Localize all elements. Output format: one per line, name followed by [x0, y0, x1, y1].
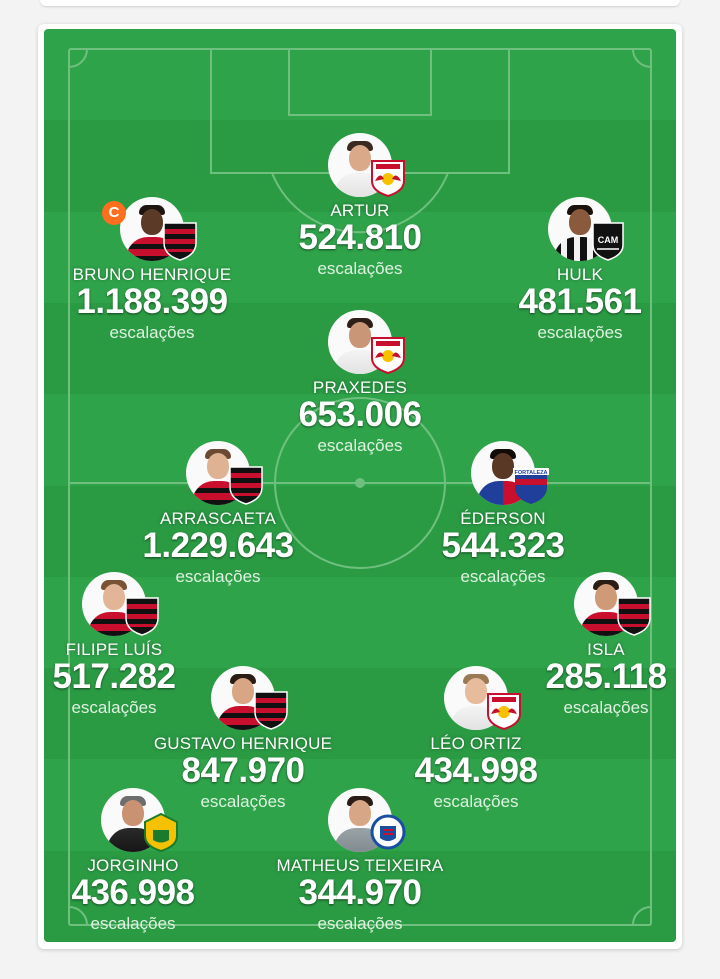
- player-name: MATHEUS TEIXEIRA: [276, 856, 444, 875]
- svg-text:CAM: CAM: [598, 235, 619, 245]
- player-name: LÉO ORTIZ: [430, 734, 522, 753]
- selection-label: escalações: [537, 323, 623, 342]
- selection-count: 344.970: [298, 873, 422, 912]
- selection-count: 517.282: [52, 657, 176, 696]
- player-name: ARTUR: [330, 201, 390, 220]
- selection-count: 524.810: [298, 218, 422, 257]
- pitch-stripe: [44, 668, 676, 760]
- selection-label: escalações: [109, 323, 195, 342]
- previous-card-edge: [40, 0, 680, 6]
- player-name: BRUNO HENRIQUE: [72, 265, 232, 284]
- player-name: HULK: [556, 265, 604, 284]
- flamengo-badge-icon: [162, 221, 198, 261]
- atletico-mineiro-badge-icon: CAM: [590, 221, 626, 261]
- pitch-stripe: [44, 485, 676, 577]
- player-name: JORGINHO: [87, 856, 179, 875]
- svg-text:FORTALEZA: FORTALEZA: [515, 470, 548, 476]
- red-bull-bragantino-badge-icon: [370, 157, 406, 198]
- selection-label: escalações: [460, 567, 546, 586]
- selection-label: escalações: [433, 792, 519, 811]
- fortaleza-badge-icon: FORTALEZA: [513, 465, 549, 505]
- captain-badge: C: [102, 201, 126, 225]
- flamengo-badge-icon: [253, 690, 289, 730]
- selection-label: escalações: [317, 259, 403, 278]
- selection-count: 1.188.399: [76, 282, 228, 321]
- flamengo-badge-icon: [124, 596, 160, 636]
- player-name: ISLA: [587, 640, 625, 659]
- selection-count: 481.561: [518, 282, 642, 321]
- selection-label: escalações: [317, 914, 403, 933]
- red-bull-bragantino-badge-icon: [486, 690, 522, 731]
- selection-label: escalações: [563, 698, 649, 717]
- selection-label: escalações: [317, 436, 403, 455]
- red-bull-bragantino-badge-icon: [370, 334, 406, 375]
- pitch-lines: [68, 48, 652, 926]
- player-name: FILIPE LUÍS: [65, 640, 163, 659]
- bahia-badge-icon: [370, 812, 406, 852]
- selection-count: 653.006: [298, 395, 422, 434]
- selection-label: escalações: [200, 792, 286, 811]
- selection-label: escalações: [175, 567, 261, 586]
- flamengo-badge-icon: [228, 465, 264, 505]
- selection-label: escalações: [71, 698, 157, 717]
- selection-count: 434.998: [414, 751, 538, 790]
- selection-count: 1.229.643: [142, 526, 294, 565]
- selection-count: 847.970: [181, 751, 305, 790]
- flamengo-badge-icon: [616, 596, 652, 636]
- pitch-stripe: [44, 850, 676, 942]
- football-pitch: ARTUR 524.810 escalações C BRUNO HENRIQU…: [44, 29, 676, 942]
- selection-count: 436.998: [71, 873, 195, 912]
- cuiaba-badge-icon: [143, 812, 179, 853]
- player-name: GUSTAVO HENRIQUE: [153, 734, 333, 753]
- player-name: ARRASCAETA: [160, 509, 276, 528]
- selection-count: 544.323: [441, 526, 565, 565]
- selection-count: 285.118: [545, 657, 667, 696]
- player-name: ÉDERSON: [460, 509, 546, 528]
- selection-label: escalações: [90, 914, 176, 933]
- player-name: PRAXEDES: [312, 378, 408, 397]
